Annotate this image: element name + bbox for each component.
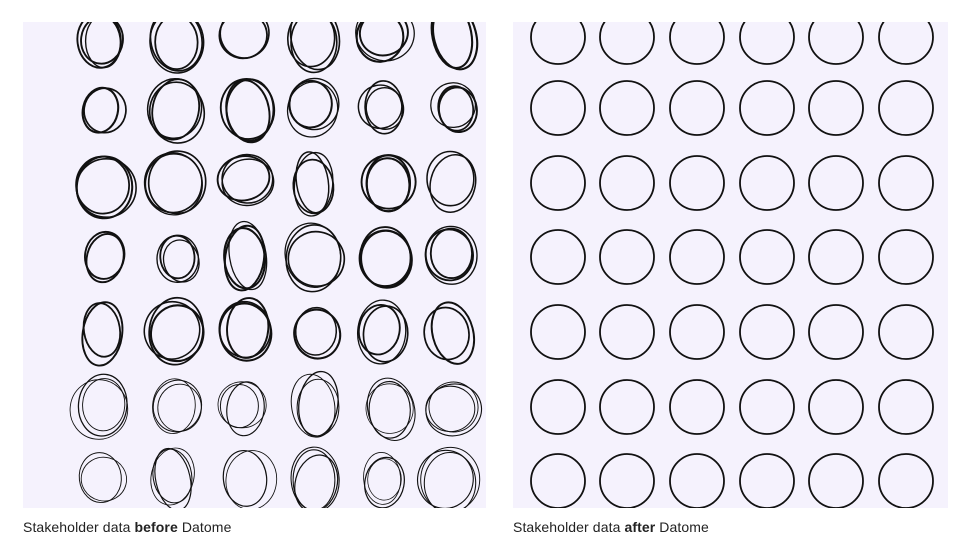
scribbled-oval (143, 296, 205, 366)
clean-circle (669, 80, 725, 136)
clean-circle (669, 155, 725, 211)
scribbled-oval (416, 446, 481, 508)
clean-circle (808, 453, 864, 508)
scribbled-oval (356, 299, 409, 365)
scribbled-oval (150, 447, 195, 508)
clean-circle (530, 229, 586, 285)
scribbled-oval (424, 225, 478, 285)
clean-circle (739, 80, 795, 136)
scribbled-oval (223, 220, 268, 292)
clean-circle (599, 155, 655, 211)
clean-circles-grid (530, 22, 934, 508)
clean-circle (739, 22, 795, 65)
clean-circle (669, 453, 725, 508)
before-caption-emphasis: before (134, 519, 178, 535)
scribbled-oval (81, 86, 127, 134)
scribbled-oval (355, 22, 415, 63)
scribbled-oval (365, 377, 416, 441)
clean-circle (669, 22, 725, 65)
clean-circle (878, 80, 934, 136)
scribbled-ovals-grid (69, 22, 483, 508)
scribbled-oval (216, 153, 275, 207)
scribbled-oval (146, 77, 206, 144)
after-caption: Stakeholder data after Datome (513, 519, 709, 535)
after-caption-emphasis: after (624, 519, 656, 535)
clean-circle (739, 453, 795, 508)
clean-circle (599, 453, 655, 508)
clean-circle (530, 379, 586, 435)
clean-circle (739, 155, 795, 211)
before-caption-prefix: Stakeholder data (23, 519, 135, 535)
clean-circle (739, 229, 795, 285)
clean-circle (599, 80, 655, 136)
clean-circle (808, 80, 864, 136)
after-caption-prefix: Stakeholder data (513, 519, 625, 535)
clean-circle (878, 453, 934, 508)
scribbled-oval (222, 449, 278, 508)
scribbled-oval (143, 150, 207, 216)
clean-circle (878, 304, 934, 360)
clean-circle (669, 379, 725, 435)
clean-circle (669, 229, 725, 285)
scribbled-oval (293, 306, 342, 360)
scribbled-oval (217, 381, 267, 437)
scribbled-oval (286, 22, 341, 74)
before-panel (23, 22, 486, 508)
scribbled-oval (75, 155, 137, 220)
clean-circle (808, 229, 864, 285)
clean-circle (739, 379, 795, 435)
scribbled-oval (219, 78, 276, 144)
clean-circle (808, 304, 864, 360)
scribbled-oval (423, 301, 476, 365)
after-panel (513, 22, 948, 508)
after-caption-suffix: Datome (655, 519, 709, 535)
clean-circle (530, 453, 586, 508)
clean-circle (808, 379, 864, 435)
clean-circle (530, 304, 586, 360)
clean-circle (530, 22, 586, 65)
scribbled-oval (218, 297, 273, 362)
clean-circle (878, 229, 934, 285)
before-caption: Stakeholder data before Datome (23, 519, 231, 535)
scribbled-oval (149, 22, 205, 74)
scribbled-oval (430, 82, 478, 134)
scribbled-oval (292, 151, 335, 217)
scribbled-oval (152, 378, 203, 434)
scribbled-oval (76, 22, 124, 69)
clean-circle (530, 80, 586, 136)
scribbled-oval (358, 226, 413, 289)
clean-circle (739, 304, 795, 360)
clean-circle (808, 22, 864, 65)
scribbled-oval (69, 373, 129, 440)
clean-circle (530, 155, 586, 211)
before-caption-suffix: Datome (177, 519, 232, 535)
scribbled-oval (286, 77, 340, 138)
clean-circle (599, 22, 655, 65)
scribbled-oval (156, 234, 200, 283)
scribbled-oval (284, 222, 346, 293)
scribbled-oval (360, 154, 417, 213)
clean-circle (878, 22, 934, 65)
clean-circle (878, 155, 934, 211)
clean-circle (599, 379, 655, 435)
clean-circle (878, 379, 934, 435)
clean-circle (599, 304, 655, 360)
scribbled-oval (426, 150, 477, 213)
clean-circle (669, 304, 725, 360)
scribbled-oval (290, 370, 340, 438)
clean-circle (808, 155, 864, 211)
scribbled-oval (430, 22, 479, 71)
scribbled-oval (363, 452, 405, 508)
scribbled-oval (218, 22, 270, 60)
scribbled-oval (357, 80, 405, 135)
scribbled-oval (78, 452, 127, 504)
scribbled-oval (425, 381, 483, 437)
clean-circle (599, 229, 655, 285)
scribbled-oval (290, 446, 340, 508)
scribbled-oval (81, 301, 124, 367)
scribbled-oval (84, 230, 126, 284)
